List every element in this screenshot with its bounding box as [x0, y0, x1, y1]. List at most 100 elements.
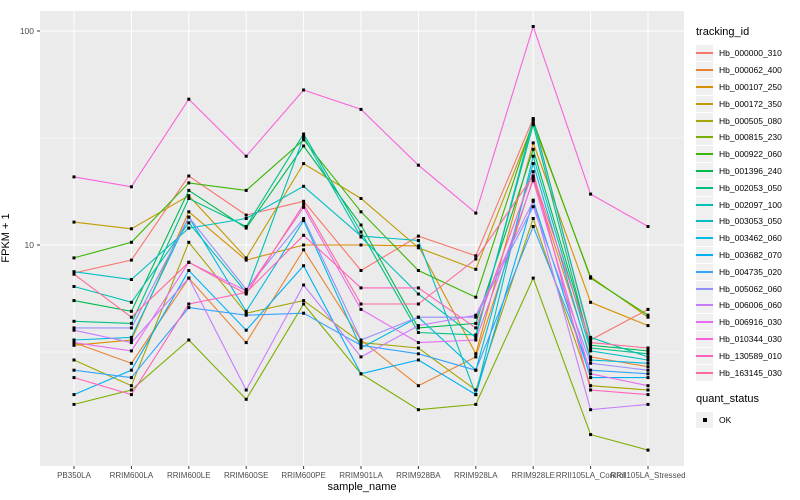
data-point-Hb_000505_080	[416, 346, 420, 350]
data-point-Hb_006006_060	[589, 408, 593, 412]
data-point-Hb_006916_030	[72, 341, 76, 345]
data-point-Hb_000062_400	[244, 341, 248, 345]
data-point-Hb_006916_030	[129, 349, 133, 353]
data-point-Hb_005062_060	[187, 215, 191, 219]
data-point-Hb_000062_400	[416, 384, 420, 388]
data-point-Hb_002097_100	[646, 355, 650, 359]
legend-item-label: Hb_005062_060	[719, 283, 782, 294]
data-point-Hb_001396_240	[302, 144, 306, 148]
legend-key-line	[696, 321, 713, 324]
legend-key-line	[696, 169, 713, 172]
legend-key-line	[696, 203, 713, 206]
data-point-Hb_003462_060	[589, 358, 593, 362]
data-point-Hb_000172_350	[416, 246, 420, 250]
legend-key-line	[696, 220, 713, 223]
legend-item-Hb_010344_030: Hb_010344_030	[696, 330, 800, 348]
data-point-Hb_000062_400	[129, 361, 133, 365]
data-point-Hb_002097_100	[187, 221, 191, 225]
data-point-Hb_000922_060	[646, 313, 650, 317]
data-point-Hb_004735_020	[244, 313, 248, 317]
legend-item-Hb_003053_050: Hb_003053_050	[696, 213, 800, 230]
legend-key-point	[702, 418, 707, 423]
data-point-Hb_006916_030	[359, 307, 363, 311]
data-point-Hb_005062_060	[474, 315, 478, 319]
x-tick-label: RRII105LA_Control	[556, 471, 626, 480]
data-point-Hb_003462_060	[72, 338, 76, 342]
legend-item-label: Hb_003682_070	[719, 249, 782, 260]
legend-key-swatch	[696, 213, 713, 230]
data-point-Hb_000172_350	[302, 162, 306, 166]
data-point-Hb_006916_030	[302, 205, 306, 209]
data-point-Hb_001396_240	[244, 226, 248, 230]
legend-key-swatch	[696, 45, 713, 62]
data-point-Hb_005062_060	[589, 361, 593, 365]
legend-key-swatch	[696, 95, 713, 112]
legend-item-label: Hb_000922_060	[719, 149, 782, 160]
data-point-Hb_003053_050	[359, 234, 363, 238]
data-point-Hb_005062_060	[416, 315, 420, 319]
legend-key-swatch	[696, 129, 713, 146]
data-point-Hb_000922_060	[416, 269, 420, 272]
data-point-Hb_000062_400	[646, 365, 650, 369]
data-point-Hb_003462_060	[129, 335, 133, 339]
data-point-Hb_010344_030	[474, 211, 478, 215]
data-point-Hb_163145_030	[416, 302, 420, 306]
data-point-Hb_003053_050	[244, 217, 248, 220]
legend-key-swatch	[696, 78, 713, 95]
x-tick-label: RRIM928BA	[396, 471, 441, 480]
legend-item-label: Hb_000000_310	[719, 48, 782, 59]
legend-item-Hb_000107_250: Hb_000107_250	[696, 78, 800, 96]
data-point-Hb_002053_050	[187, 197, 191, 200]
legend-item-Hb_006916_030: Hb_006916_030	[696, 314, 800, 331]
data-point-Hb_010344_030	[359, 107, 363, 111]
data-point-Hb_130589_010	[187, 302, 191, 306]
data-point-Hb_010344_030	[187, 97, 191, 101]
data-point-Hb_001396_240	[416, 326, 420, 330]
data-point-Hb_001396_240	[72, 299, 76, 303]
data-point-Hb_000000_310	[302, 199, 306, 203]
data-point-Hb_000505_080	[359, 341, 363, 345]
data-point-Hb_003462_060	[646, 361, 650, 365]
data-point-Hb_010344_030	[531, 25, 535, 28]
legend-key-line	[696, 102, 713, 105]
legend-item-Hb_000062_400: Hb_000062_400	[696, 62, 800, 79]
data-point-Hb_000505_080	[589, 384, 593, 388]
data-point-Hb_003682_070	[302, 264, 306, 268]
data-point-Hb_006006_060	[187, 276, 191, 280]
legend-key-line	[696, 304, 713, 307]
legend-item-Hb_002097_100: Hb_002097_100	[696, 196, 800, 213]
data-point-Hb_010344_030	[129, 185, 133, 189]
legend-key-swatch	[696, 246, 713, 263]
legend-item-label: Hb_002097_100	[719, 199, 782, 210]
data-point-Hb_000815_230	[474, 402, 478, 406]
data-point-Hb_000922_060	[589, 276, 593, 280]
legend-key-line	[696, 85, 713, 88]
data-point-Hb_000505_080	[302, 299, 306, 303]
data-point-Hb_000172_350	[129, 227, 133, 231]
data-point-Hb_006006_060	[244, 388, 248, 392]
data-point-Hb_000000_310	[589, 338, 593, 342]
data-point-Hb_001396_240	[474, 321, 478, 325]
data-point-Hb_003053_050	[531, 154, 535, 158]
data-point-Hb_000505_080	[474, 388, 478, 392]
data-point-Hb_003053_050	[589, 349, 593, 353]
legend-key-line	[696, 153, 713, 156]
data-point-Hb_003682_070	[129, 368, 133, 372]
data-point-Hb_002097_100	[416, 292, 420, 296]
legend-key-line	[696, 253, 713, 256]
data-point-Hb_001396_240	[187, 188, 191, 192]
legend-item-Hb_000172_350: Hb_000172_350	[696, 95, 800, 112]
data-point-Hb_004735_020	[416, 352, 420, 356]
data-point-Hb_006916_030	[474, 338, 478, 342]
data-point-Hb_000922_060	[72, 256, 76, 260]
data-point-Hb_002053_050	[589, 346, 593, 350]
data-point-Hb_003462_060	[531, 162, 535, 166]
data-point-Hb_003682_070	[646, 376, 650, 380]
data-point-Hb_002053_050	[531, 123, 535, 127]
data-point-Hb_130589_010	[129, 393, 133, 397]
data-point-Hb_000107_250	[302, 243, 306, 247]
data-point-Hb_003053_050	[646, 358, 650, 362]
data-point-Hb_000062_400	[531, 176, 535, 180]
data-point-Hb_006006_060	[72, 328, 76, 332]
